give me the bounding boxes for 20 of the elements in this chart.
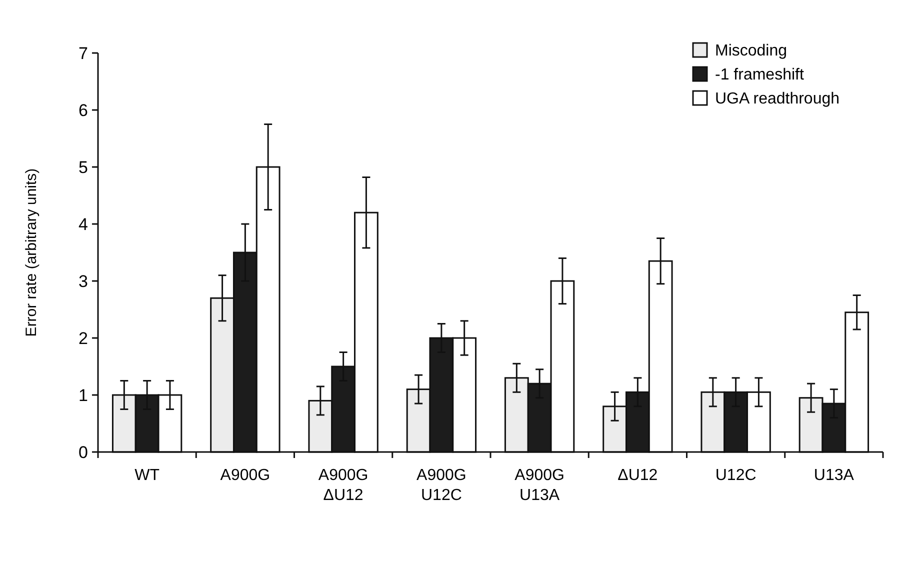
x-tick-label: A900G ΔU12 <box>318 467 368 504</box>
x-tick-label: A900G <box>220 467 270 484</box>
x-tick-label: U12C <box>715 467 756 484</box>
y-axis-title: Error rate (arbitrary units) <box>23 168 40 337</box>
y-tick-label: 6 <box>78 100 88 120</box>
y-tick-label: 4 <box>78 214 88 234</box>
y-tick-label: 3 <box>78 272 88 291</box>
legend-label: Miscoding <box>715 42 788 60</box>
y-tick-label: 5 <box>78 158 88 177</box>
x-tick-label: A900G U12C <box>416 467 466 504</box>
y-tick-label: 2 <box>78 328 88 348</box>
y-tick-label: 1 <box>78 386 88 405</box>
y-tick-label: 0 <box>78 442 88 462</box>
x-tick-label: ΔU12 <box>618 467 658 484</box>
x-tick-label: WT <box>134 467 160 484</box>
x-tick-label: A900G U13A <box>514 467 564 504</box>
x-tick-label: U13A <box>814 467 854 484</box>
legend-label: UGA readthrough <box>715 90 840 108</box>
y-tick-label: 7 <box>78 44 88 63</box>
legend-label: -1 frameshift <box>715 66 804 84</box>
